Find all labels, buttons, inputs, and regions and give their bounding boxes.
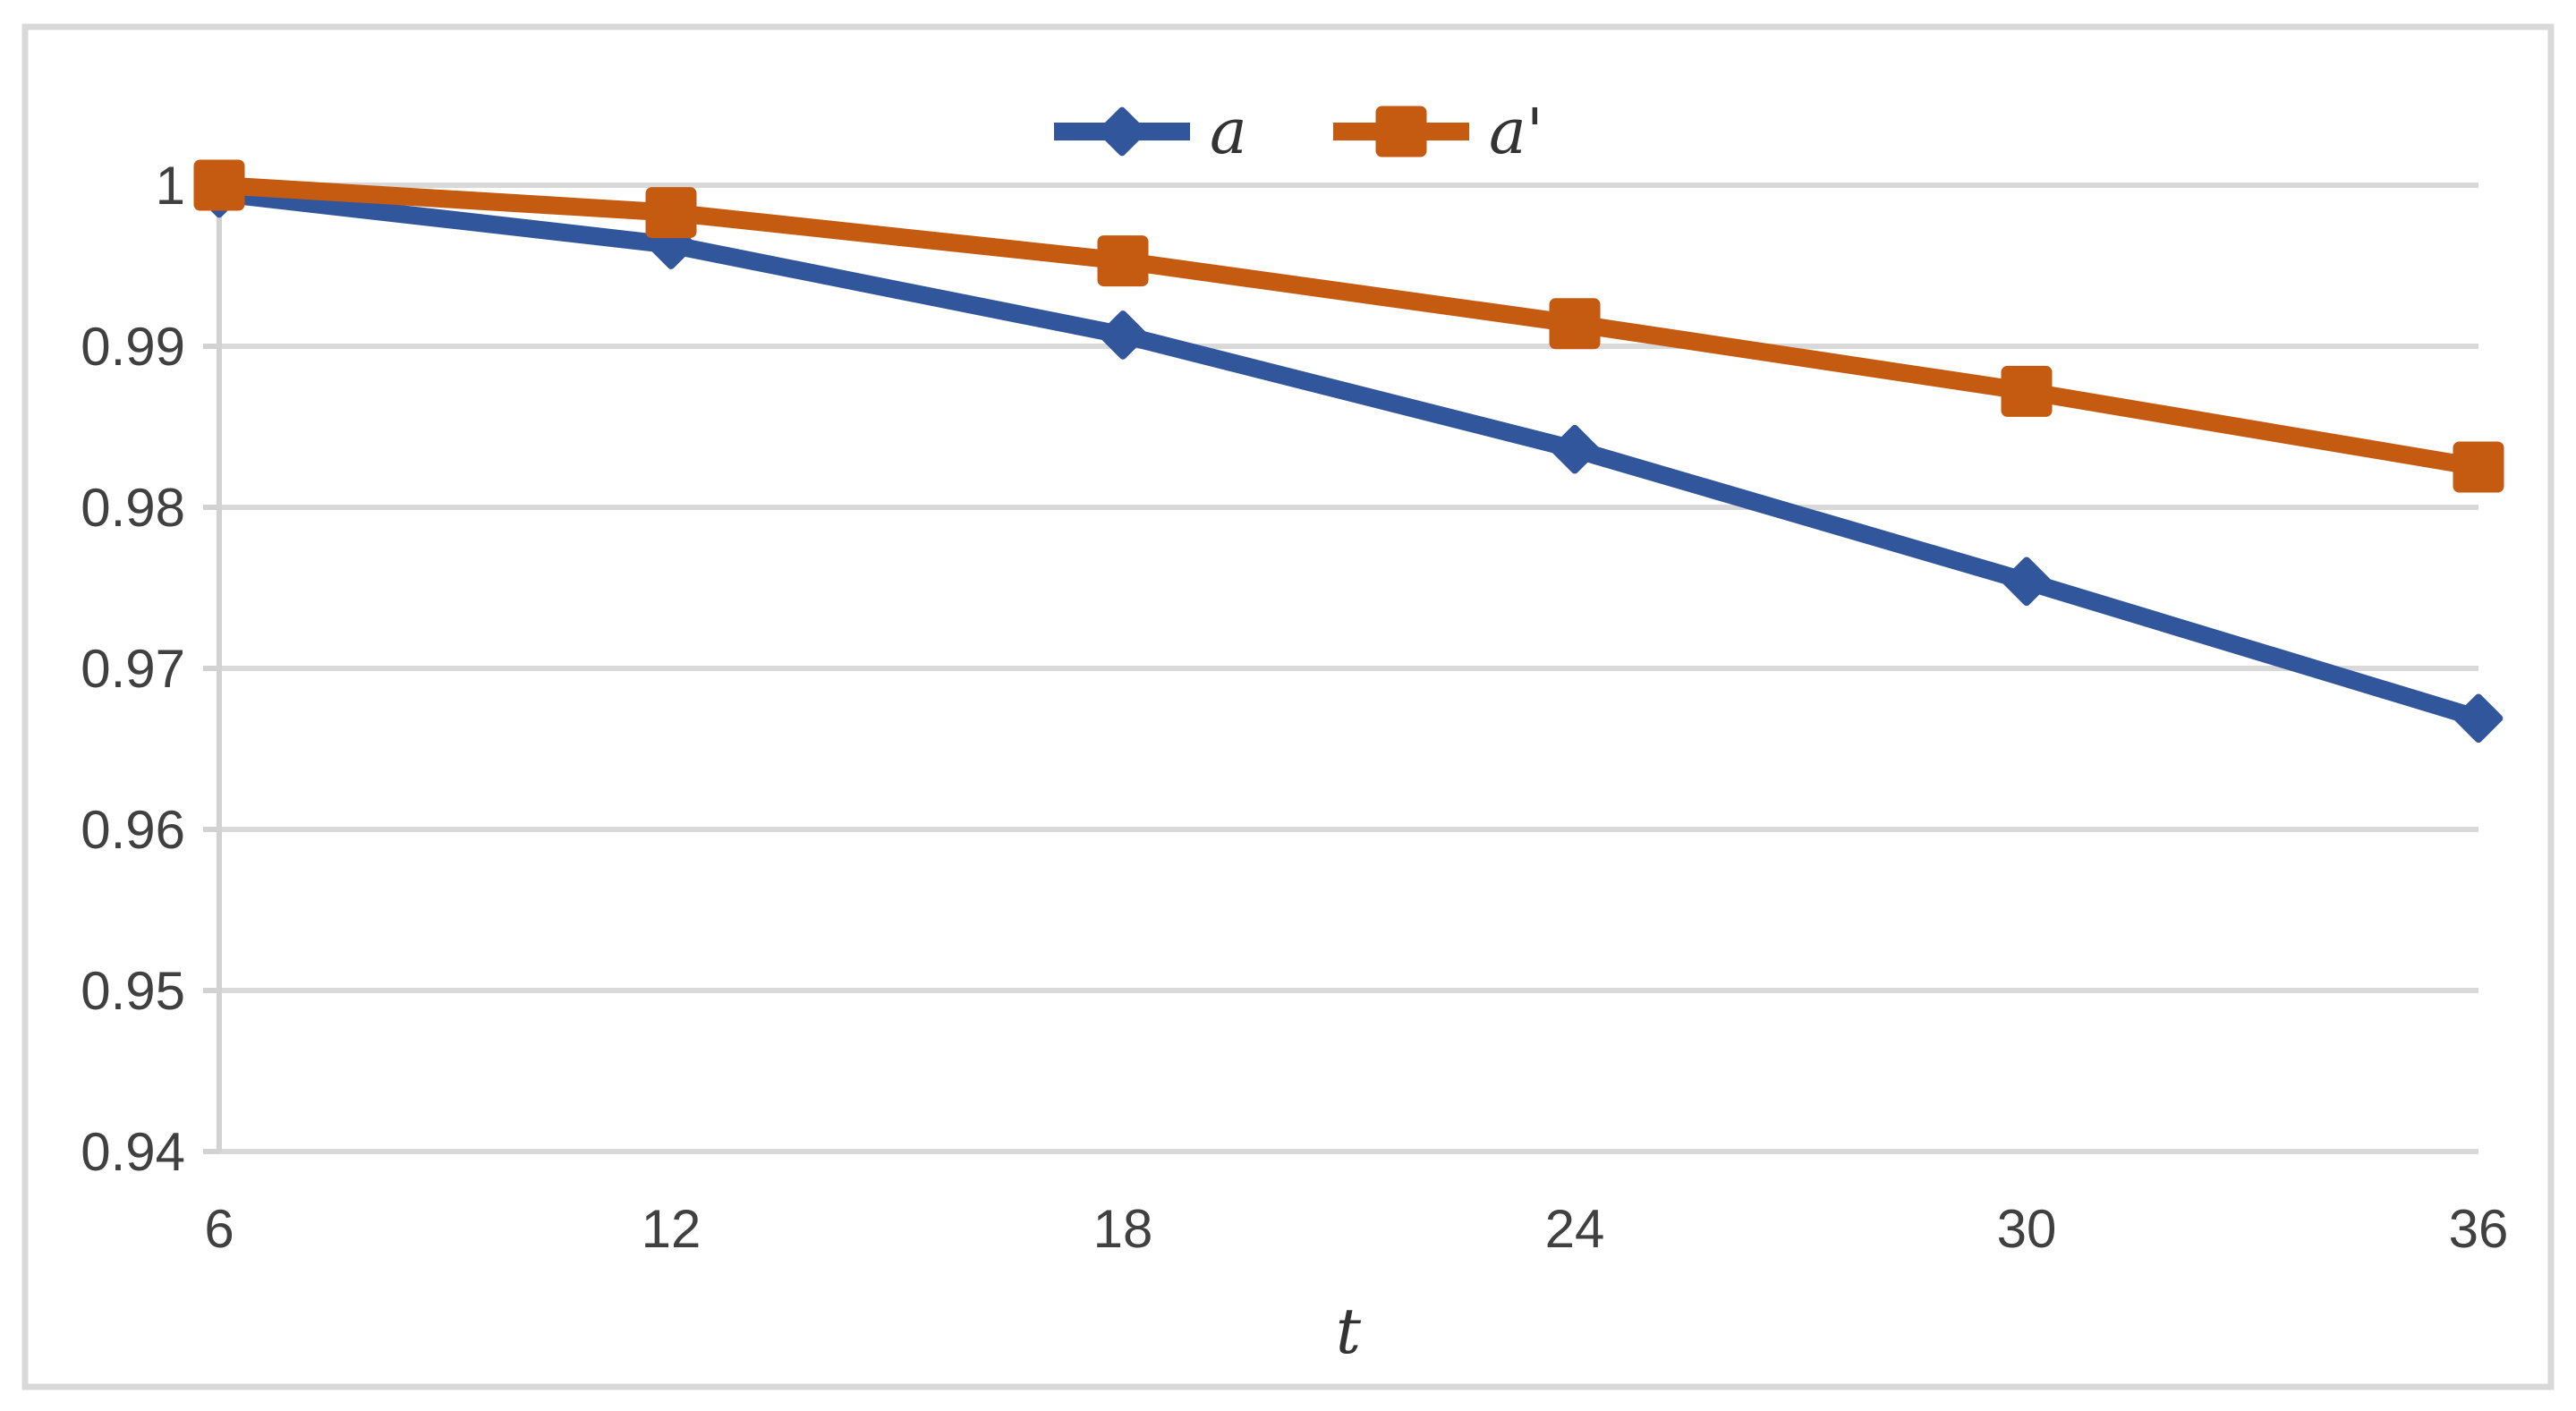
series-1-marker-square (1549, 298, 1601, 350)
x-tick-label: 30 (1997, 1199, 2057, 1259)
legend-label: a (1210, 95, 1247, 168)
x-axis-title: t (1336, 1295, 1362, 1368)
legend-item: a (1054, 95, 1247, 168)
y-tick-label: 0.99 (81, 317, 185, 377)
x-tick-label: 36 (2449, 1199, 2509, 1259)
y-tick-label: 0.96 (81, 800, 185, 860)
series-0-marker-diamond (2453, 693, 2504, 744)
x-tick-label: 6 (204, 1199, 234, 1259)
series-0-marker-diamond (2002, 557, 2052, 607)
series-0-line (217, 184, 2481, 727)
legend-label: a' (1489, 95, 1543, 168)
x-tick-label: 24 (1545, 1199, 1605, 1259)
series-1-line (218, 176, 2480, 476)
legend-key-square-icon (1375, 106, 1427, 157)
x-tick-label: 12 (642, 1199, 701, 1259)
x-tick-label: 18 (1093, 1199, 1153, 1259)
series-1-marker-square (645, 187, 697, 239)
y-tick-label: 0.97 (81, 639, 185, 699)
y-tick-label: 0.98 (81, 478, 185, 538)
y-tick-label: 1 (156, 156, 185, 216)
y-tick-label: 0.94 (81, 1122, 185, 1182)
legend-key-diamond-icon (1097, 106, 1147, 157)
figure-border (21, 23, 2555, 1390)
series-1-marker-square (2001, 365, 2053, 417)
series-1-marker-square (193, 159, 245, 211)
series-0-marker-diamond (1098, 310, 1148, 360)
series-0-marker-diamond (1550, 424, 1600, 474)
series-1-marker-square (2453, 441, 2504, 493)
series-1-marker-square (1097, 235, 1149, 287)
y-tick-label: 0.95 (81, 961, 185, 1021)
